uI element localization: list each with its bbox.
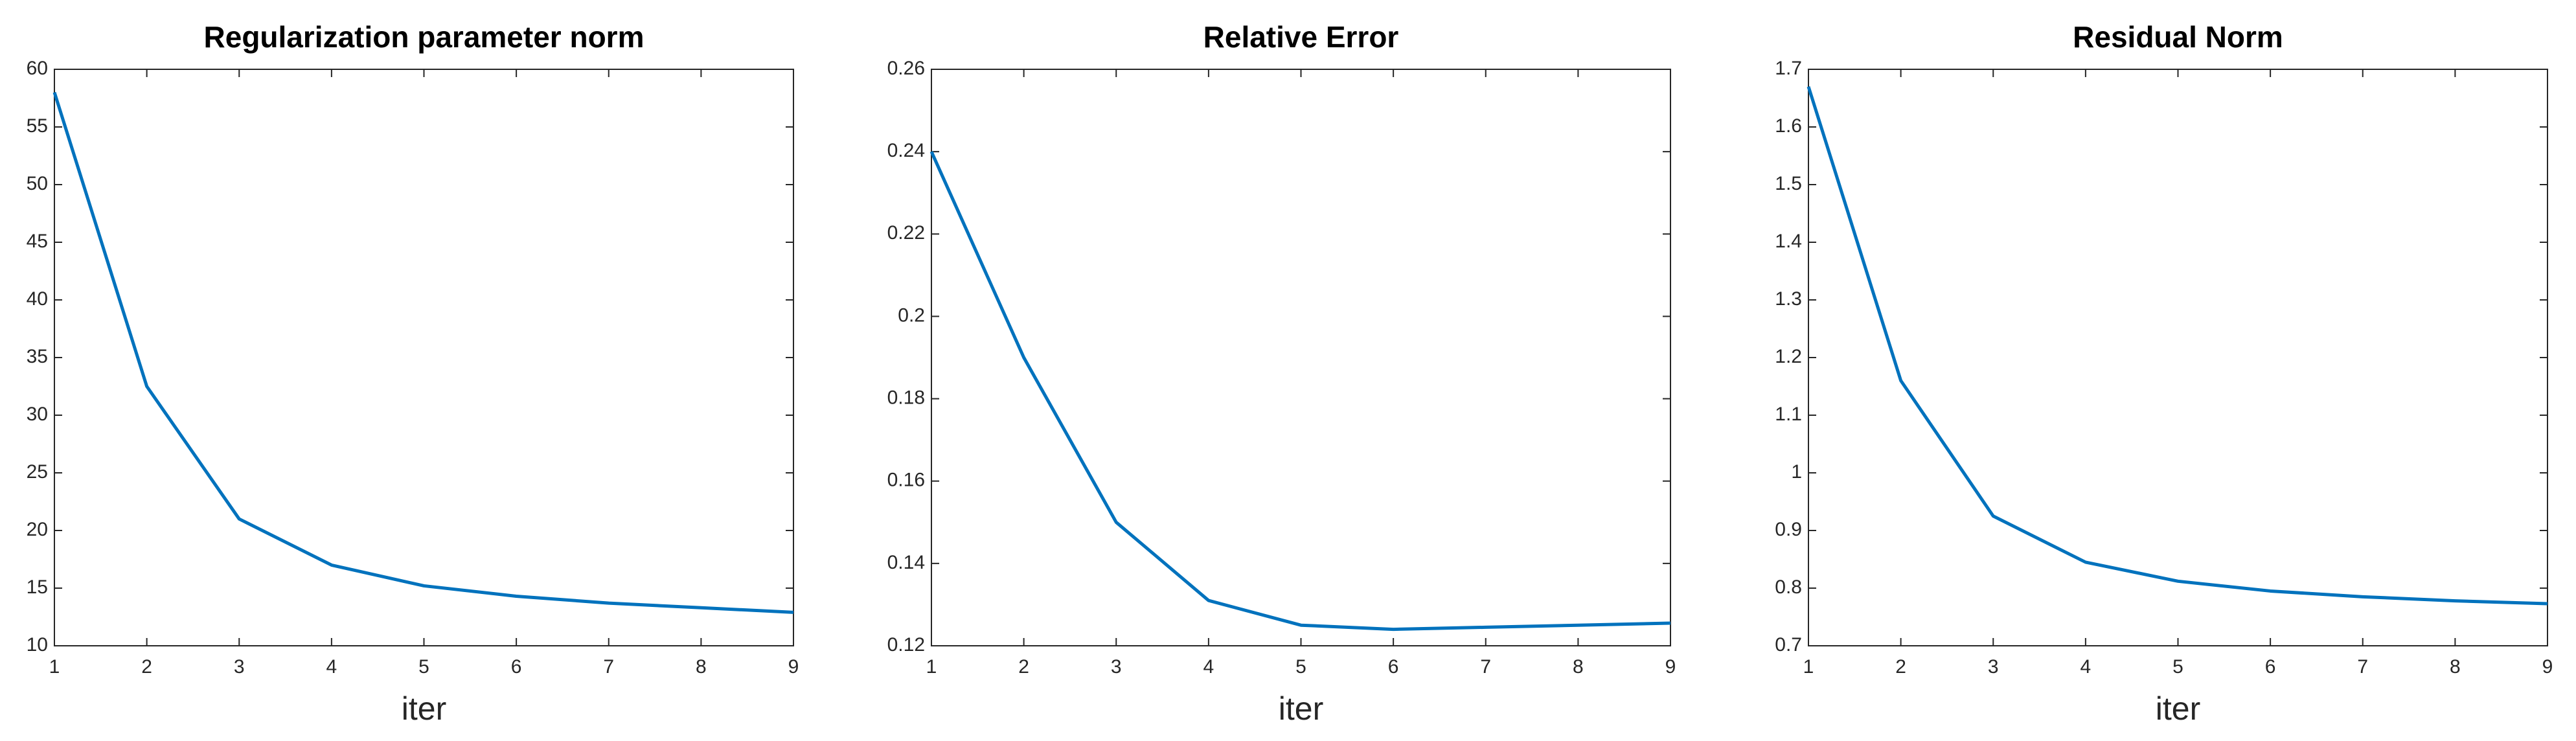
- data-line: [929, 151, 1671, 632]
- y-tick-label: 0.16: [887, 470, 925, 491]
- y-tick-label: 10: [27, 634, 48, 656]
- plot-area: [54, 69, 794, 646]
- y-tick-label: 0.8: [1775, 576, 1802, 598]
- y-tick-label: 1.4: [1775, 231, 1802, 252]
- x-tick-label: 2: [1018, 656, 1029, 678]
- x-tick-label: 5: [1295, 656, 1306, 678]
- y-tick-label: 0.9: [1775, 519, 1802, 540]
- x-tick-label: 1: [926, 656, 937, 678]
- y-tick-label: 15: [27, 576, 48, 598]
- x-tick-label: 8: [1573, 656, 1584, 678]
- x-tick-label: 4: [2080, 656, 2092, 678]
- data-line: [52, 91, 794, 614]
- y-tick-label: 1.2: [1775, 346, 1802, 367]
- y-tick-label: 0.18: [887, 387, 925, 408]
- x-tick-label: 5: [418, 656, 429, 678]
- x-tick-label: 9: [2542, 656, 2553, 678]
- x-tick-label: 6: [2265, 656, 2276, 678]
- y-tick-label: 0.14: [887, 552, 925, 573]
- x-tick-label: 3: [1111, 656, 1122, 678]
- y-tick-label: 0.7: [1775, 634, 1802, 656]
- x-tick-label: 4: [1203, 656, 1214, 678]
- x-tick-label: 8: [2450, 656, 2461, 678]
- x-tick-label: 8: [696, 656, 707, 678]
- y-tick-label: 0.26: [887, 58, 925, 79]
- y-tick-label: 1.5: [1775, 173, 1802, 194]
- y-tick-label: 35: [27, 346, 48, 367]
- y-tick-label: 0.24: [887, 140, 925, 161]
- y-tick-label: 50: [27, 173, 48, 194]
- data-line: [1807, 86, 2548, 606]
- plot-area: [1808, 69, 2548, 646]
- y-tick-label: 1.7: [1775, 58, 1802, 79]
- x-axis-label: iter: [2156, 690, 2200, 727]
- y-tick-label: 1.1: [1775, 404, 1802, 425]
- x-axis-label: iter: [1279, 690, 1323, 727]
- x-tick-label: 7: [603, 656, 614, 678]
- plot-area: [931, 69, 1671, 646]
- y-tick-label: 45: [27, 231, 48, 252]
- y-tick-label: 0.2: [898, 304, 925, 326]
- x-tick-label: 2: [141, 656, 152, 678]
- x-tick-label: 7: [2357, 656, 2368, 678]
- y-tick-label: 25: [27, 461, 48, 483]
- x-tick-label: 1: [49, 656, 60, 678]
- chart-title: Relative Error: [1203, 20, 1399, 54]
- y-tick-label: 0.22: [887, 222, 925, 244]
- x-tick-label: 9: [788, 656, 799, 678]
- y-tick-label: 30: [27, 404, 48, 425]
- x-tick-label: 4: [326, 656, 337, 678]
- x-axis-label: iter: [402, 690, 446, 727]
- x-tick-label: 6: [1388, 656, 1399, 678]
- x-tick-label: 7: [1480, 656, 1491, 678]
- x-tick-label: 9: [1665, 656, 1676, 678]
- chart-title: Residual Norm: [2073, 20, 2283, 54]
- y-tick-label: 55: [27, 115, 48, 137]
- y-tick-label: 1: [1791, 461, 1802, 483]
- y-tick-label: 0.12: [887, 634, 925, 656]
- chart-title: Regularization parameter norm: [204, 20, 644, 54]
- y-tick-label: 20: [27, 519, 48, 540]
- x-tick-label: 3: [1988, 656, 1999, 678]
- y-tick-label: 1.3: [1775, 288, 1802, 310]
- x-tick-label: 3: [234, 656, 245, 678]
- y-tick-label: 1.6: [1775, 115, 1802, 137]
- y-tick-label: 60: [27, 58, 48, 79]
- x-tick-label: 5: [2172, 656, 2183, 678]
- x-tick-label: 2: [1895, 656, 1906, 678]
- x-tick-label: 1: [1803, 656, 1814, 678]
- x-tick-label: 6: [511, 656, 522, 678]
- y-tick-label: 40: [27, 288, 48, 310]
